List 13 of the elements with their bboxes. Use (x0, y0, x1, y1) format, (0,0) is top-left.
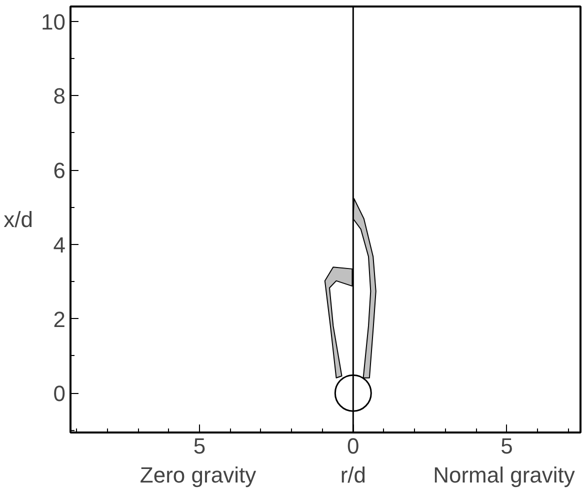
y-tick-label: 8 (53, 84, 66, 109)
x-tick-label: 0 (347, 434, 360, 458)
x-tick-label: 5 (193, 434, 206, 458)
y-tick-label: 0 (53, 381, 66, 406)
y-tick-label: 10 (41, 9, 66, 34)
text: Normal gravity (433, 462, 575, 488)
y-tick-label: 2 (53, 306, 66, 332)
y-axis-title: x/d (4, 207, 34, 232)
text: Zero gravity (140, 462, 256, 488)
x-tick-label: 5 (500, 434, 513, 458)
y-tick-label: 4 (53, 232, 66, 258)
x-axis-title: r/d (340, 462, 366, 488)
y-tick-label: 6 (53, 158, 66, 184)
